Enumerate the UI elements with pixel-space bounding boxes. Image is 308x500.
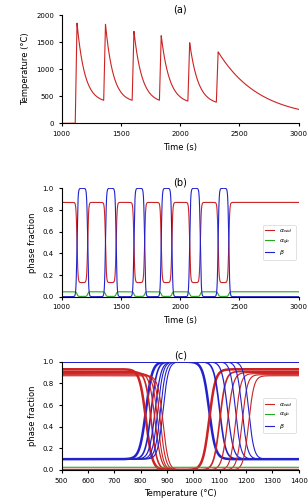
Legend: $\alpha_{wid}$, $\alpha_{gb}$, $\beta$: $\alpha_{wid}$, $\alpha_{gb}$, $\beta$ [262,225,296,260]
$\alpha_{gb}$ [248,289,252,295]
$\alpha_{wid}$ [146,200,149,205]
$\beta$ [248,294,252,300]
$\alpha_{gb}$ [236,289,239,295]
$\alpha_{gb}$ [60,289,63,295]
$\alpha_{wid}$ [200,202,204,208]
$\beta$ [245,294,248,300]
$\beta$ [60,294,63,300]
$\alpha_{wid}$ [248,200,252,205]
$\beta$ [210,294,214,300]
$\beta$ [72,294,75,300]
$\alpha_{wid}$ [297,200,301,205]
$\alpha_{gb}$ [210,289,214,295]
$\beta$ [297,294,301,300]
Line: $\alpha_{wid}$: $\alpha_{wid}$ [62,202,299,282]
$\alpha_{gb}$ [80,294,84,300]
Y-axis label: phase fraction: phase fraction [28,386,37,446]
$\beta$ [200,290,204,296]
$\alpha_{gb}$ [245,289,248,295]
$\alpha_{wid}$ [210,200,214,205]
Y-axis label: phase fraction: phase fraction [28,212,37,273]
$\beta$ [236,294,239,300]
$\alpha_{gb}$ [72,289,75,295]
$\alpha_{wid}$ [60,200,63,205]
Title: (a): (a) [173,4,187,14]
Line: $\alpha_{gb}$: $\alpha_{gb}$ [62,292,299,296]
Line: $\beta$: $\beta$ [62,188,299,296]
$\alpha_{wid}$ [72,200,75,205]
$\alpha_{wid}$ [236,200,239,205]
X-axis label: Temperature (°C): Temperature (°C) [144,489,217,498]
$\alpha_{gb}$ [200,289,204,295]
$\alpha_{gb}$ [146,289,149,295]
X-axis label: Time (s): Time (s) [163,316,197,325]
$\beta$ [80,186,84,192]
Legend: $\alpha_{wid}$, $\alpha_{gb}$, $\beta$: $\alpha_{wid}$, $\alpha_{gb}$, $\beta$ [262,398,296,434]
Y-axis label: Temperature (°C): Temperature (°C) [21,33,30,106]
Title: (b): (b) [173,178,187,188]
$\alpha_{wid}$ [245,200,248,205]
$\beta$ [146,294,149,300]
$\alpha_{gb}$ [297,289,301,295]
$\alpha_{wid}$ [80,280,84,285]
X-axis label: Time (s): Time (s) [163,142,197,152]
Title: (c): (c) [174,351,187,361]
